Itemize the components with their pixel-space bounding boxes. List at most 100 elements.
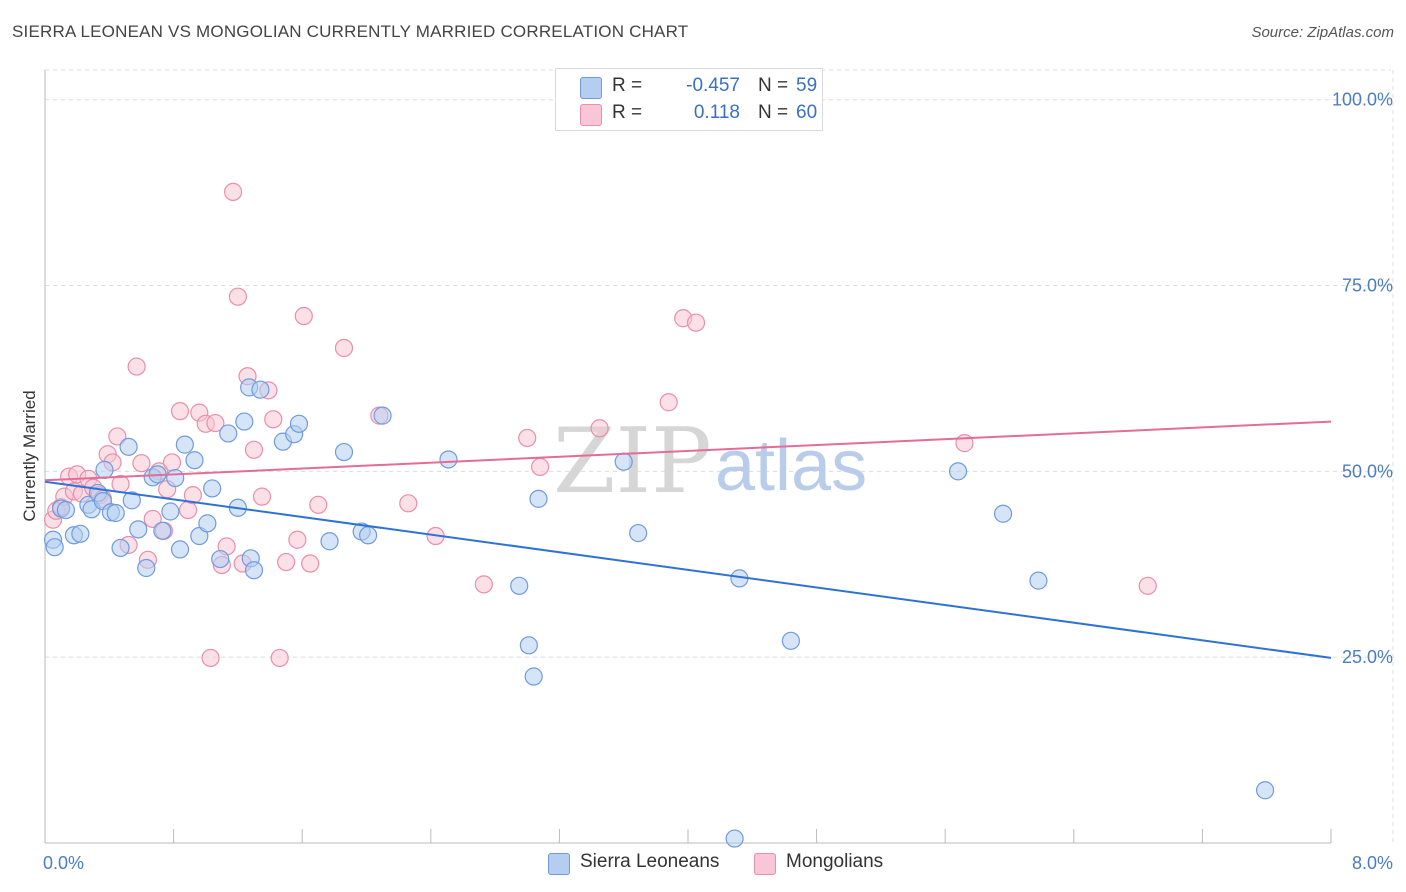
sierra-leonean-point xyxy=(510,576,529,595)
mongolian-point xyxy=(686,313,706,332)
chart-title: SIERRA LEONEAN VS MONGOLIAN CURRENTLY MA… xyxy=(12,22,689,41)
sierra-leonean-point xyxy=(320,532,339,551)
legend-label: Mongolians xyxy=(786,851,884,872)
sierra-leonean-point xyxy=(119,437,138,456)
mongolian-point xyxy=(334,338,354,358)
sierra-leonean-point xyxy=(166,468,185,488)
mongolian-point xyxy=(244,440,264,459)
watermark-atlas: atlas xyxy=(715,426,867,506)
source-label: Source: ZipAtlas.com xyxy=(1251,24,1394,41)
x-tick-label: 8.0% xyxy=(1352,853,1393,873)
mongolian-point xyxy=(127,357,146,376)
mongolian-point xyxy=(270,648,289,668)
blue-swatch xyxy=(580,77,602,99)
y-tick-label: 75.0% xyxy=(1342,276,1393,296)
mongolian-point xyxy=(474,575,493,594)
n-label: N = xyxy=(758,102,789,123)
sierra-leonean-point xyxy=(185,451,204,470)
mongolians-trend-line xyxy=(44,420,1332,482)
sierra-leonean-point xyxy=(334,442,354,462)
sierra-leonean-point xyxy=(153,521,172,540)
mongolians-points xyxy=(43,182,1157,668)
sierra-leonean-point xyxy=(203,479,222,498)
sierra-leonean-point xyxy=(198,514,217,533)
mongolian-point xyxy=(206,413,225,433)
sierra-leonean-point xyxy=(289,414,309,433)
sierra-leonean-point xyxy=(106,503,125,523)
stats-legend: R = -0.457 N = 59 R = 0.118 N = 60 xyxy=(555,68,823,131)
sierra-leonean-point xyxy=(175,435,194,454)
sierra-leonean-point xyxy=(95,460,114,479)
mongolian-point xyxy=(143,509,162,529)
mongolian-point xyxy=(277,552,296,572)
mongolian-point xyxy=(132,454,151,473)
mongolian-point xyxy=(223,182,243,201)
watermark: ZIP atlas xyxy=(553,409,867,514)
axes xyxy=(44,70,1332,844)
sierra-leonean-point xyxy=(244,561,264,580)
pink-swatch xyxy=(580,104,602,126)
sierra-leonean-point xyxy=(993,504,1013,523)
sierra-leoneans-trend-line xyxy=(44,480,1332,659)
sierra-leonean-point xyxy=(111,538,130,558)
sierra-leonean-point xyxy=(373,406,392,425)
n-value: 59 xyxy=(796,75,818,96)
sierra-leonean-point xyxy=(71,524,90,543)
trend-lines xyxy=(44,420,1332,659)
mongolian-point xyxy=(531,457,550,477)
blue-swatch xyxy=(548,853,570,875)
mongolian-point xyxy=(301,554,320,573)
mongolian-point xyxy=(183,486,202,505)
mongolian-point xyxy=(659,393,678,412)
sierra-leonean-point xyxy=(219,424,238,443)
series-legend: Sierra Leoneans Mongolians xyxy=(0,851,1406,877)
x-tick-label: 0.0% xyxy=(43,853,84,873)
sierra-leonean-point xyxy=(122,491,141,510)
sierra-leonean-point xyxy=(524,667,543,686)
mongolian-point xyxy=(399,494,418,513)
sierra-leonean-point xyxy=(529,489,548,508)
mongolian-point xyxy=(518,428,537,448)
r-value: -0.457 xyxy=(686,75,740,96)
sierra-leonean-point xyxy=(359,526,378,545)
legend-label: Sierra Leoneans xyxy=(580,851,720,872)
mongolian-point xyxy=(228,287,247,306)
mongolian-point xyxy=(252,487,272,506)
y-tick-labels: 25.0% 50.0% 75.0% 100.0% xyxy=(1332,90,1393,667)
sierra-leonean-point xyxy=(948,462,968,481)
sierra-leonean-point xyxy=(170,540,190,559)
mongolian-point xyxy=(201,648,220,668)
mongolian-point xyxy=(1138,576,1157,595)
sierra-leonean-point xyxy=(251,380,270,399)
sierra-leonean-point xyxy=(235,412,254,431)
mongolian-point xyxy=(309,495,328,514)
r-label: R = xyxy=(612,102,643,123)
sierra-leoneans-points xyxy=(43,378,1275,848)
r-value: 0.118 xyxy=(693,102,740,123)
sierra-leonean-point xyxy=(129,520,148,539)
sierra-leonean-point xyxy=(56,500,75,520)
sierra-leonean-point xyxy=(161,502,180,521)
mongolian-point xyxy=(162,453,182,472)
sierra-leonean-point xyxy=(614,452,633,471)
mongolian-point xyxy=(264,410,283,429)
sierra-leonean-point xyxy=(211,549,230,569)
sierra-leonean-point xyxy=(519,636,538,655)
sierra-leonean-point xyxy=(1029,571,1048,590)
r-label: R = xyxy=(612,75,643,96)
sierra-leonean-point xyxy=(629,523,648,543)
x-tick-labels: 0.0% 8.0% xyxy=(43,853,1393,873)
y-tick-label: 100.0% xyxy=(1332,90,1393,110)
sierra-leonean-point xyxy=(725,829,744,848)
mongolian-point xyxy=(108,427,127,446)
sierra-leonean-point xyxy=(45,538,64,557)
n-label: N = xyxy=(758,75,789,96)
mongolian-point xyxy=(590,419,609,438)
sierra-leonean-point xyxy=(439,450,458,469)
sierra-leonean-point xyxy=(781,631,800,650)
mongolian-point xyxy=(294,306,313,326)
pink-swatch xyxy=(754,853,776,875)
n-value: 60 xyxy=(796,102,818,123)
y-tick-label: 50.0% xyxy=(1342,461,1393,481)
